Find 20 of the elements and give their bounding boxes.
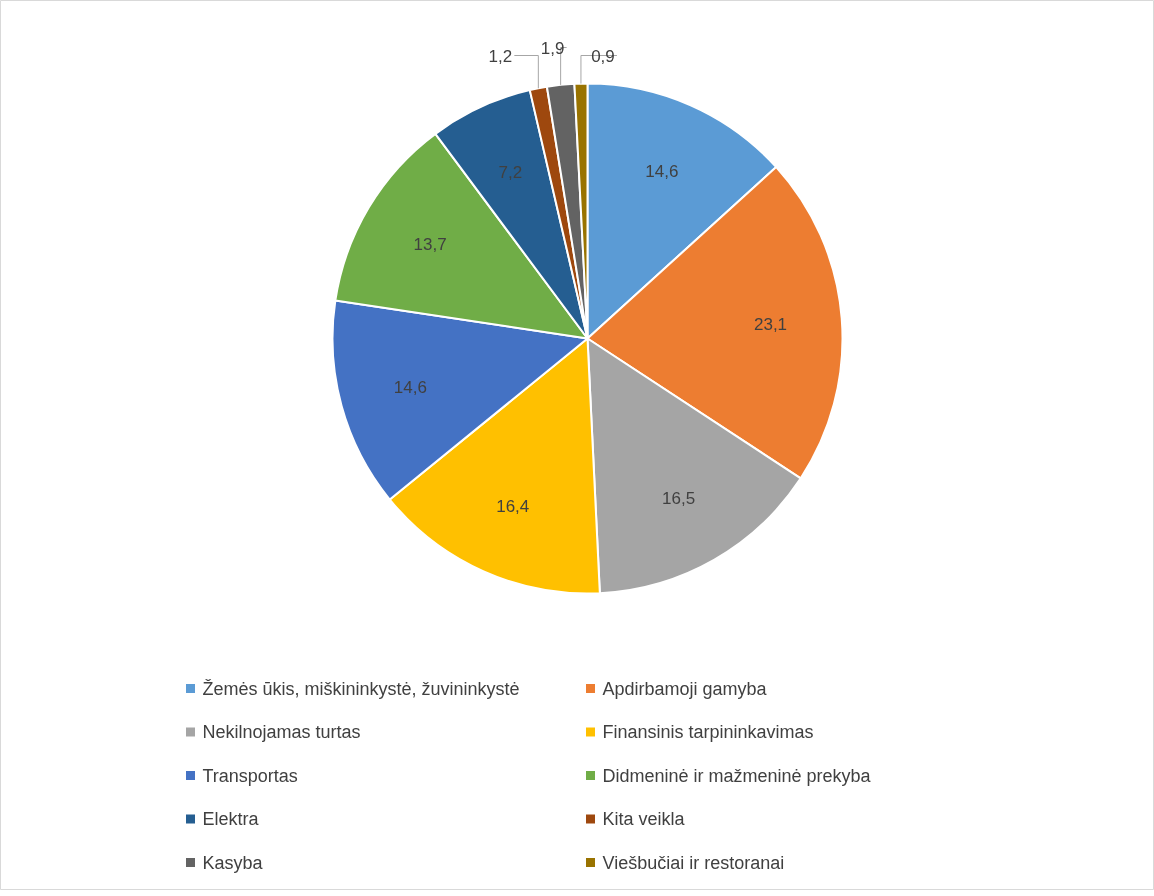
data-label: 16,5: [662, 488, 696, 508]
legend-label: Žemės ūkis, miškininkystė, žuvininkystė: [202, 678, 520, 699]
legend-label: Apdirbamoji gamyba: [602, 678, 768, 699]
legend-label: Finansinis tarpininkavimas: [602, 722, 814, 742]
data-label: 0,9: [591, 46, 615, 66]
legend-label: Transportas: [202, 765, 298, 786]
legend-label: Kasyba: [202, 852, 264, 873]
data-label: 23,1: [753, 315, 788, 335]
data-label: 1,2: [488, 46, 513, 66]
legend-label: Elektra: [202, 809, 260, 829]
data-label: 14,6: [393, 377, 427, 397]
legend-label: Kita veikla: [602, 809, 686, 829]
data-label: 14,6: [645, 161, 679, 181]
data-label: 13,7: [413, 234, 447, 254]
legend-label: Viešbučiai ir restoranai: [602, 852, 785, 873]
data-label: 16,4: [496, 497, 530, 517]
legend-label: Didmeninė ir mažmeninė prekyba: [602, 765, 872, 786]
data-label: 1,9: [540, 38, 565, 58]
legend-label: Nekilnojamas turtas: [202, 722, 361, 742]
data-label: 7,2: [498, 162, 523, 182]
